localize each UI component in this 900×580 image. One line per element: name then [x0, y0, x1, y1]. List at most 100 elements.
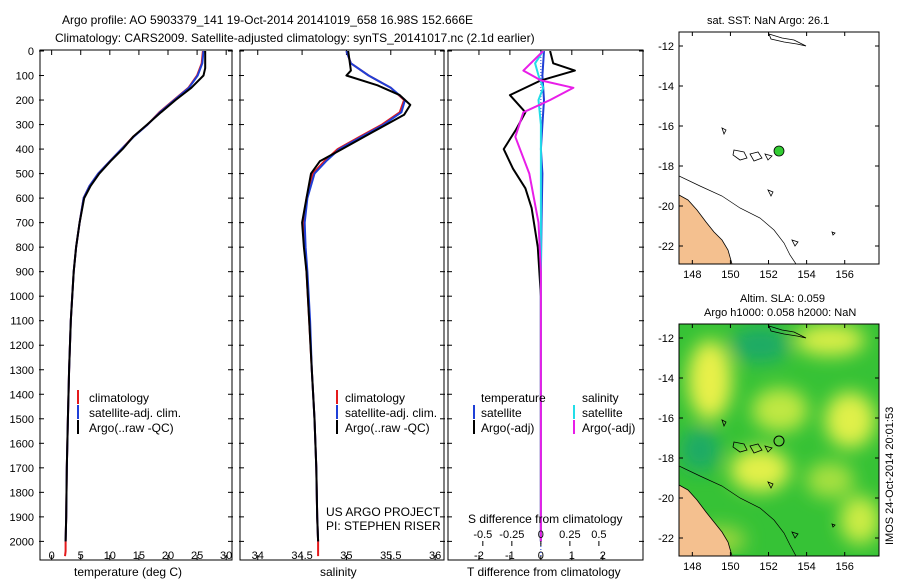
sla-map: Altim. SLA: 0.059 Argo h1000: 0.058 h200… — [658, 293, 880, 573]
map-lat-label: -22 — [658, 241, 674, 253]
difference-xtick-label: 2 — [600, 550, 606, 562]
depth-tick-label: 2000 — [10, 536, 34, 548]
timestamp: IMOS 24-Oct-2014 20:01:53 — [884, 407, 896, 545]
salinity-difference-label: S difference from climatology — [468, 512, 623, 526]
salinity-series-climatology — [302, 51, 406, 557]
depth-tick-label: 1800 — [10, 487, 34, 499]
salinity-series-satellite — [303, 51, 406, 542]
map-lat-label: -12 — [658, 41, 674, 53]
sst-map-png-coast — [768, 33, 807, 47]
map-lat-label: -18 — [658, 453, 674, 465]
sla-map-png-coast — [768, 325, 807, 339]
map-lat-label: -22 — [658, 533, 674, 545]
sst-map-frame — [678, 31, 880, 265]
difference-panel: -2 -1 0 1 2 T difference from climatology S … — [447, 49, 644, 579]
sla-map-shelf-contour — [679, 465, 797, 556]
depth-axis-labels: 0 100 200 300 400 500 600 700 800 900 1000 1100 1200… — [10, 46, 34, 548]
depth-tick-label: 1000 — [10, 291, 34, 303]
depth-tick-label: 800 — [16, 242, 34, 254]
map-lat-label: -20 — [658, 201, 674, 213]
sla-map-title-1: Altim. SLA: 0.059 — [740, 293, 825, 305]
salinity-series-argo — [301, 51, 412, 542]
depth-tick-label: 1300 — [10, 365, 34, 377]
map-lat-label: -18 — [658, 161, 674, 173]
depth-tick-label: 900 — [16, 267, 34, 279]
legend-temp-argo: Argo(-adj) — [481, 421, 534, 435]
sla-map-title-2: Argo h1000: 0.058 h2000: NaN — [704, 307, 856, 319]
project-note: US ARGO PROJECT — [326, 505, 441, 519]
legend-salinity-title: salinity — [582, 391, 619, 405]
map-lon-label: 148 — [683, 269, 701, 281]
map-lon-label: 150 — [721, 269, 739, 281]
depth-tick-label: 1700 — [10, 463, 34, 475]
difference-frame — [447, 49, 644, 561]
depth-tick-label: 600 — [16, 193, 34, 205]
depth-tick-label: 1500 — [10, 414, 34, 426]
depth-tick-label: 1900 — [10, 512, 34, 524]
salinity-difference-argo — [514, 51, 575, 542]
map-lon-label: 150 — [721, 561, 739, 573]
title-line-2: Climatology: CARS2009. Satellite-adjuste… — [55, 31, 535, 45]
map-lon-label: 152 — [759, 561, 777, 573]
temperature-frame — [39, 49, 233, 561]
sst-map: sat. SST: NaN Argo: 26.1 148 150 152 154 156… — [658, 15, 880, 281]
temperature-xtick-label: 25 — [191, 550, 203, 562]
map-lat-label: -14 — [658, 373, 674, 385]
pi-note: PI: STEPHEN RISER — [326, 519, 441, 533]
title-line-1: Argo profile: AO 5903379_141 19-Oct-2014… — [62, 13, 473, 27]
salinity-difference-tick-label: -0.5 — [473, 529, 492, 541]
salinity-difference-tick-label: 0.5 — [591, 529, 606, 541]
temperature-xtick-label: 15 — [133, 550, 145, 562]
map-lon-label: 156 — [836, 269, 854, 281]
salinity-difference-tick-label: 0 — [538, 529, 544, 541]
legend-argo: Argo(..raw -QC) — [89, 421, 174, 435]
depth-tick-label: 400 — [16, 144, 34, 156]
depth-tick-label: 200 — [16, 95, 34, 107]
temperature-xtick-label: 20 — [162, 550, 174, 562]
sla-map-land — [679, 484, 733, 556]
depth-tick-label: 1100 — [10, 316, 34, 328]
depth-tick-label: 1200 — [10, 340, 34, 352]
salinity-xtick-label: 35.5 — [380, 550, 401, 562]
salinity-difference-tick-label: 0.25 — [559, 529, 580, 541]
sla-argo-location-marker — [773, 435, 785, 447]
map-lat-label: -16 — [658, 413, 674, 425]
temperature-series-argo — [64, 51, 207, 542]
sst-map-title: sat. SST: NaN Argo: 26.1 — [707, 15, 829, 27]
salinity-xtick-label: 36 — [429, 550, 441, 562]
map-lon-label: 154 — [797, 561, 815, 573]
legend-sal-satellite: satellite — [582, 406, 623, 420]
sla-map-islands — [721, 419, 836, 539]
temperature-series-climatology — [64, 51, 204, 557]
difference-xtick-label: -1 — [505, 550, 515, 562]
legend-temperature-title: temperature — [481, 391, 546, 405]
salinity-xtick-label: 34.5 — [291, 550, 312, 562]
difference-xlabel: T difference from climatology — [467, 565, 621, 579]
legend-argo-s: Argo(..raw -QC) — [345, 421, 430, 435]
salinity-panel: 34 34.5 35 35.5 36 salinity climatology sate… — [239, 49, 445, 579]
depth-tick-label: 100 — [16, 71, 34, 83]
map-lat-label: -12 — [658, 333, 674, 345]
depth-tick-label: 1600 — [10, 438, 34, 450]
salinity-xtick-label: 35 — [340, 550, 352, 562]
salinity-legend: climatology satellite-adj. clim. Argo(..… — [336, 390, 437, 435]
temperature-xtick-label: 30 — [220, 550, 232, 562]
map-lon-label: 152 — [759, 269, 777, 281]
temperature-series-satellite — [64, 51, 205, 542]
depth-tick-label: 700 — [16, 218, 34, 230]
sla-map-frame — [678, 323, 880, 557]
sla-map-anomalies — [680, 324, 879, 554]
sst-map-shelf-contour — [679, 175, 797, 264]
temperature-panel: 0 5 10 15 20 25 30 temperature (deg C) climato… — [39, 49, 233, 579]
difference-legend: temperature satellite Argo(-adj) salinit… — [473, 391, 635, 435]
legend-satellite: satellite-adj. clim. — [89, 406, 181, 420]
map-lat-label: -16 — [658, 121, 674, 133]
difference-xtick-label: 1 — [569, 550, 575, 562]
depth-tick-label: 1400 — [10, 389, 34, 401]
temperature-xlabel: temperature (deg C) — [74, 565, 182, 579]
legend-temp-satellite: satellite — [481, 406, 522, 420]
legend-sal-argo: Argo(-adj) — [582, 421, 635, 435]
temperature-xtick-label: 10 — [104, 550, 116, 562]
sst-map-land — [679, 194, 733, 264]
